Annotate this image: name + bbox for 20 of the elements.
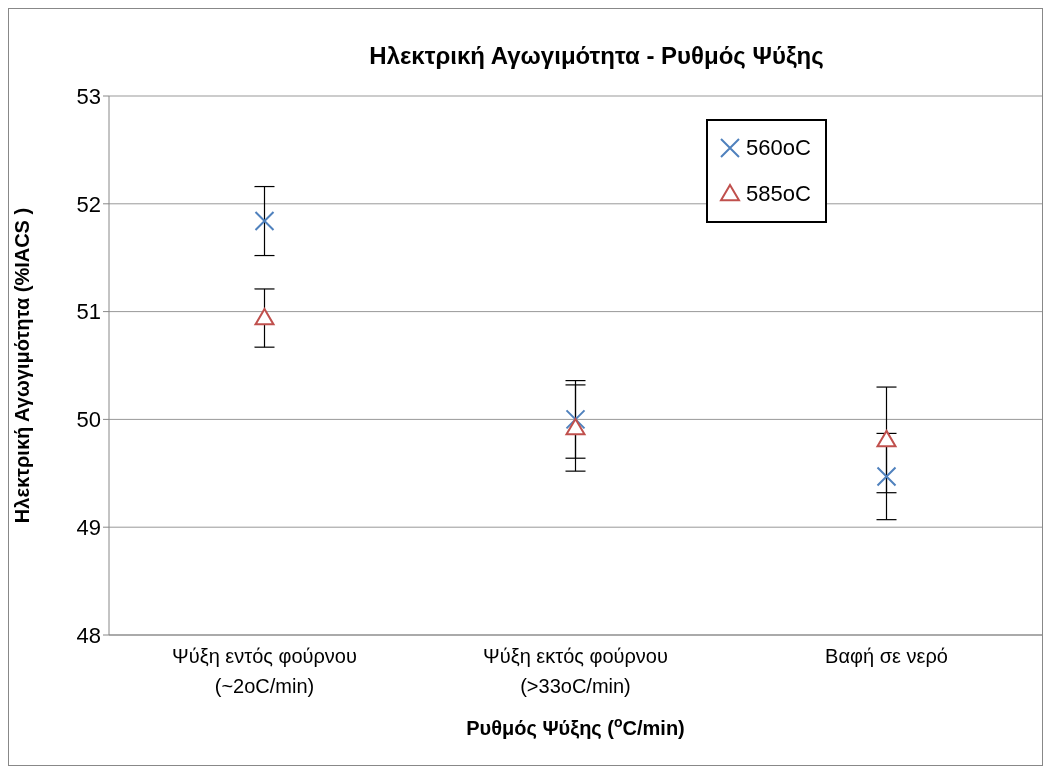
- y-tick-label: 53: [76, 83, 101, 109]
- legend-label: 585oC: [746, 181, 811, 207]
- y-axis-title: Ηλεκτρική Αγωγιμότητα (%IACS ): [11, 207, 33, 524]
- point: [254, 211, 275, 232]
- point: [254, 308, 275, 326]
- y-tick-label: 52: [76, 191, 101, 217]
- y-tick-label: 49: [76, 515, 101, 541]
- point: [876, 429, 897, 448]
- point: [565, 418, 586, 436]
- x-tick-label: Ψύξη εκτός φούρνου (>33oC/min): [483, 645, 668, 697]
- chart-title: Ηλεκτρική Αγωγιμότητα - Ρυθμός Ψύξης: [369, 42, 824, 69]
- x-axis-title: Ρυθμός Ψύξης ($^{o}$C/min): [466, 714, 685, 739]
- legend-label: 560oC: [746, 135, 811, 161]
- y-tick-label: 50: [76, 407, 101, 433]
- y-tick-label: 48: [76, 622, 101, 648]
- x-tick-label: Ψύξη εντός φούρνου (~2oC/min): [172, 645, 357, 697]
- x-tick-label: Βαφή σε νερό: [825, 645, 948, 667]
- y-tick-label: 51: [76, 299, 101, 325]
- point: [876, 466, 897, 487]
- point: [565, 409, 586, 430]
